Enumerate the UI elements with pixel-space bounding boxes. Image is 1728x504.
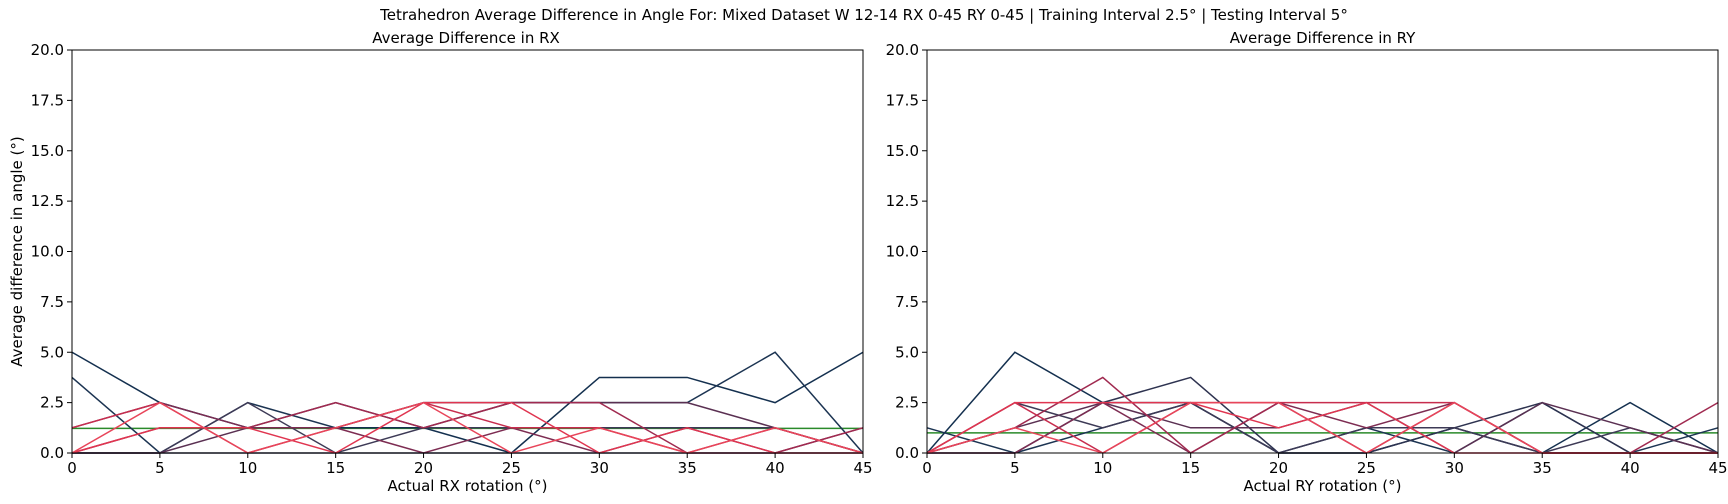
x-tick-label: 25 [502, 459, 521, 477]
y-tick-label: 7.5 [895, 293, 919, 311]
x-tick-label: 35 [1533, 459, 1552, 477]
panel-rx: 0 5 10 15 20 25 30 35 40 45 0.0 2.5 5.0 7.5 10.0 12.5 15… [8, 29, 873, 495]
figure-title: Tetrahedron Average Difference in Angle … [380, 6, 1348, 24]
x-tick-label: 0 [67, 459, 77, 477]
x-tick-label: 40 [766, 459, 785, 477]
x-tick-label: 20 [414, 459, 433, 477]
x-tick-label: 5 [1010, 459, 1020, 477]
x-tick-label: 10 [1093, 459, 1112, 477]
panel-title: Average Difference in RY [1230, 29, 1416, 47]
y-tick-label: 17.5 [31, 91, 64, 109]
y-tick-label: 0.0 [40, 444, 64, 462]
y-tick-label: 2.5 [40, 394, 64, 412]
x-tick-label: 30 [1445, 459, 1464, 477]
y-tick-label: 10.0 [31, 243, 64, 261]
plot-frame [926, 49, 1719, 454]
x-tick-label: 45 [1708, 459, 1727, 477]
x-tick-label: 15 [326, 459, 345, 477]
x-tick-label: 10 [238, 459, 257, 477]
y-tick-label: 15.0 [886, 142, 919, 160]
y-tick-label: 10.0 [886, 243, 919, 261]
y-tick-label: 20.0 [886, 41, 919, 59]
y-tick-label: 2.5 [895, 394, 919, 412]
x-tick-label: 15 [1181, 459, 1200, 477]
y-tick-label: 7.5 [40, 293, 64, 311]
panel-ry: 0 5 10 15 20 25 30 35 40 45 0.0 2.5 5.0 7.5 10.0 12.5 15… [886, 29, 1728, 495]
y-tick-label: 17.5 [886, 91, 919, 109]
x-tick-label: 30 [590, 459, 609, 477]
y-tick-label: 5.0 [895, 343, 919, 361]
x-tick-label: 5 [155, 459, 165, 477]
x-tick-label: 25 [1357, 459, 1376, 477]
y-tick-label: 12.5 [886, 192, 919, 210]
y-tick-label: 0.0 [895, 444, 919, 462]
x-tick-label: 35 [678, 459, 697, 477]
y-tick-label: 12.5 [31, 192, 64, 210]
y-axis-label: Average difference in angle (°) [8, 136, 26, 366]
y-tick-label: 20.0 [31, 41, 64, 59]
panel-title: Average Difference in RX [372, 29, 560, 47]
y-tick-label: 5.0 [40, 343, 64, 361]
x-tick-label: 0 [922, 459, 932, 477]
x-tick-label: 45 [853, 459, 872, 477]
series-line-10 [71, 401, 864, 454]
x-axis-label: Actual RX rotation (°) [387, 477, 547, 495]
x-tick-label: 20 [1269, 459, 1288, 477]
x-tick-label: 40 [1621, 459, 1640, 477]
plot-frame [71, 49, 864, 454]
x-axis-label: Actual RY rotation (°) [1244, 477, 1402, 495]
y-tick-label: 15.0 [31, 142, 64, 160]
